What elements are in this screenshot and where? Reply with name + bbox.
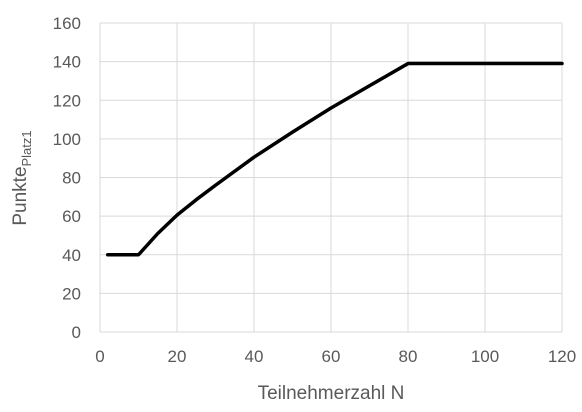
series-layer [105,61,564,257]
y-axis-title-subscript: Platz1 [19,130,34,166]
gridlines [100,22,563,332]
y-tick-label: 80 [62,169,81,188]
y-tick-label: 100 [53,130,81,149]
series-line [105,61,564,257]
y-tick-label: 40 [62,246,81,265]
x-tick-label: 60 [322,347,341,366]
x-axis-title: Teilnehmerzahl N [258,383,405,404]
y-axis-title: PunktePlatz1 [10,130,34,225]
x-tick-labels: 0 20 40 60 80 100 120 [95,347,576,366]
x-tick-label: 40 [245,347,264,366]
y-tick-label: 20 [62,284,81,303]
y-axis-title-main: Punkte [10,166,31,225]
y-tick-label: 120 [53,91,81,110]
y-tick-labels: 0 20 40 60 80 100 120 140 160 [53,14,81,342]
x-tick-label: 120 [548,347,576,366]
y-tick-label: 0 [72,323,81,342]
x-tick-label: 80 [399,347,418,366]
x-tick-label: 20 [168,347,187,366]
y-tick-label: 140 [53,53,81,72]
y-tick-label: 60 [62,207,81,226]
axes [99,23,562,333]
x-tick-label: 0 [95,347,104,366]
x-tick-label: 100 [471,347,499,366]
y-tick-label: 160 [53,14,81,33]
